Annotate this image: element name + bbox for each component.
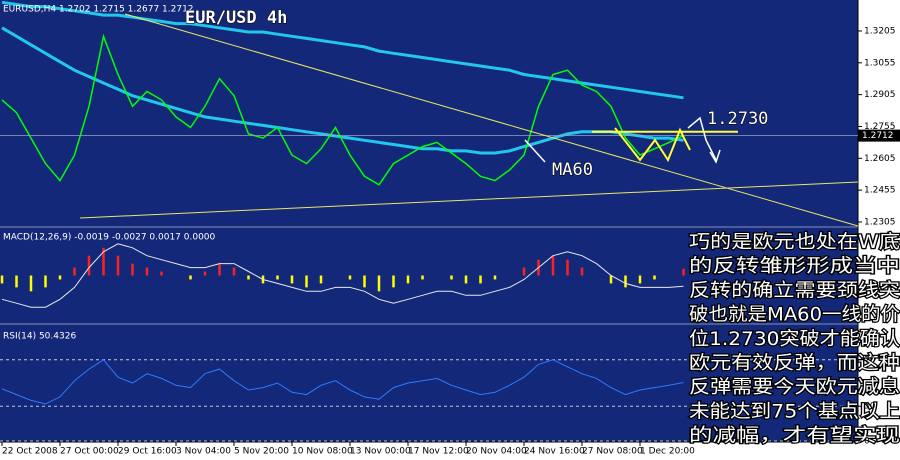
- y-tick-label: 0: [864, 437, 870, 447]
- y-tick-label: 30: [864, 402, 876, 412]
- trend-line: [124, 13, 859, 227]
- x-tick-label: 27 Nov 08:00: [582, 447, 643, 457]
- y-tick-label: 1.2305: [864, 217, 896, 227]
- y-tick-label: 1.2605: [864, 154, 896, 164]
- current-price-label: 1.2712: [862, 131, 894, 141]
- chart-title: EUR/USD 4h: [185, 8, 287, 28]
- note-line: 的反转雏形形成当中: [689, 256, 900, 277]
- price-line: [1, 33, 684, 186]
- projection-arrow: [687, 116, 717, 161]
- note-line: 欧元有效反弹，而这种: [689, 353, 900, 374]
- y-tick-label: 1.3205: [864, 26, 896, 36]
- note: 巧的是欧元也处在W底的反转雏形形成当中反转的确立需要颈线突破也就是MA60一线的…: [688, 231, 900, 448]
- note-line: 破也就是MA60一线的价: [689, 305, 900, 326]
- panel-title: MACD(12,26,9) -0.0019 -0.0027 0.0017 0.0…: [3, 233, 216, 243]
- trend-line: [79, 181, 859, 219]
- moving-average: [1, 0, 684, 100]
- x-tick-label: 27 Oct 00:00: [60, 447, 119, 457]
- annotation: MA60: [552, 160, 593, 180]
- note-line: 位1.2730突破才能确认: [689, 329, 900, 350]
- current-price-box: [858, 129, 900, 142]
- chart-subtitle: EURUSD,H4 1.2702 1.2715 1.2677 1.2712: [3, 5, 194, 15]
- signal-line: [1, 243, 684, 308]
- x-tick-label: 1 Dec 20:00: [640, 447, 695, 457]
- note-line: 反弹需要今天欧元减息: [689, 377, 900, 398]
- label-pointer: [524, 139, 546, 163]
- x-tick-label: 22 Oct 2008: [2, 447, 58, 457]
- x-tick-label: 10 Nov 08:00: [292, 447, 353, 457]
- rsi-line: [1, 359, 684, 405]
- x-tick-label: 5 Nov 20:00: [234, 447, 289, 457]
- moving-average: [1, 26, 684, 155]
- x-tick-label: 17 Nov 12:00: [408, 447, 469, 457]
- x-tick-label: 20 Nov 04:00: [466, 447, 527, 457]
- y-tick-label: 1.2455: [864, 186, 896, 196]
- x-tick-label: 29 Oct 16:00: [118, 447, 177, 457]
- note-line: 反转的确立需要颈线突: [689, 280, 900, 301]
- arrow-head: [709, 149, 721, 164]
- note-line: 未能达到75个基点以上: [689, 401, 900, 422]
- y-tick-label: 1.2905: [864, 90, 896, 100]
- note-line: 巧的是欧元也处在W底: [689, 232, 900, 253]
- panel-title: RSI(14) 50.4326: [3, 332, 76, 342]
- w-pattern: [614, 127, 691, 163]
- y-tick-label: 70: [864, 355, 876, 365]
- x-tick-label: 3 Nov 04:00: [176, 447, 231, 457]
- plot-background: [0, 0, 858, 442]
- note-line: 的减幅，才有望实现: [689, 426, 900, 447]
- plot-layer: [0, 0, 858, 442]
- level-label: 1.2730: [707, 109, 768, 129]
- x-tick-label: 13 Nov 00:00: [350, 447, 411, 457]
- y-tick-label: 1.2755: [864, 122, 896, 132]
- y-tick-label: 1.3055: [864, 58, 896, 68]
- x-tick-label: 24 Nov 16:00: [524, 447, 585, 457]
